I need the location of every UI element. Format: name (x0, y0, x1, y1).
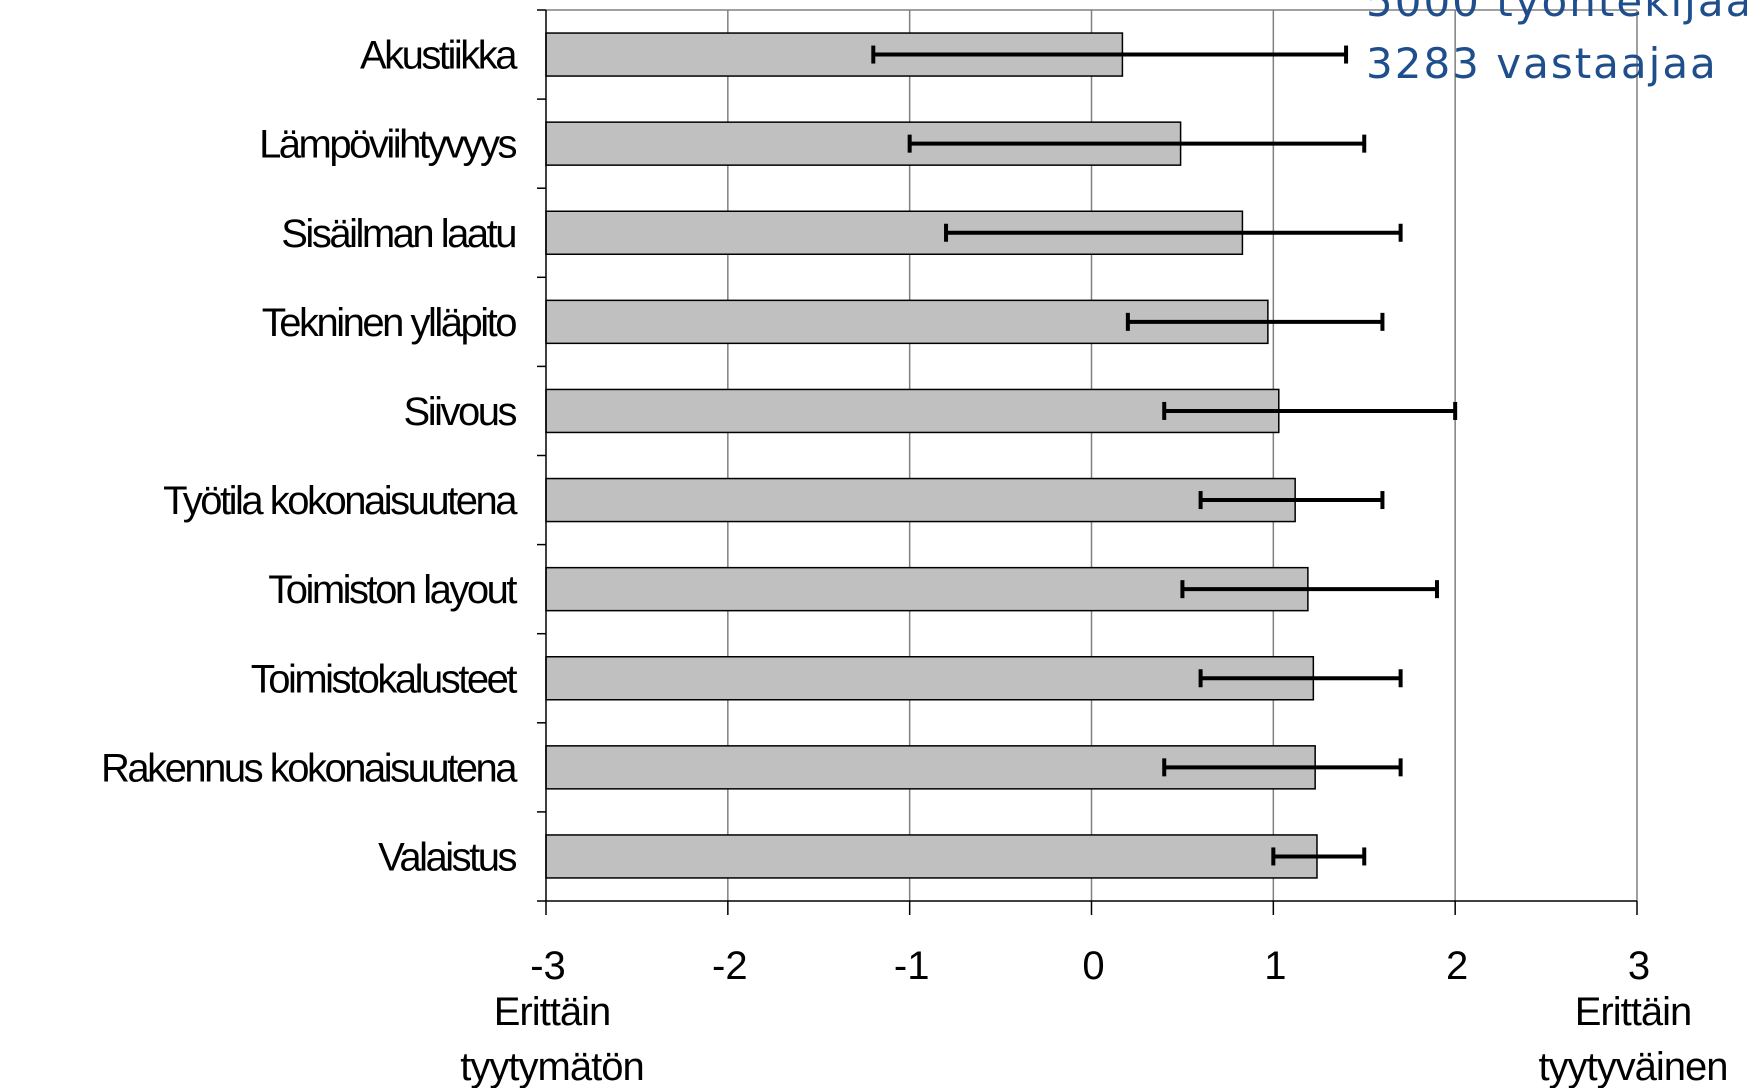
bars (545, 32, 1318, 879)
category-label: Siivous (404, 390, 517, 434)
x-tick-label: -2 (712, 944, 748, 988)
error-bars (871, 45, 1458, 866)
category-label: Tekninen ylläpito (262, 301, 516, 345)
x-end-label-right: Erittäin (1575, 990, 1692, 1034)
x-tick-label: 0 (1082, 944, 1104, 988)
x-end-label-left: tyytymätön (460, 1045, 643, 1088)
note-line-2: 3283 vastaajaa (1366, 39, 1718, 88)
bar (545, 388, 1280, 434)
category-label: Rakennus kokonaisuutena (101, 746, 518, 790)
category-label: Lämpöviihtyvyys (259, 123, 516, 167)
bar (545, 477, 1296, 523)
category-label: Toimiston layout (268, 568, 517, 612)
category-label: Työtila kokonaisuutena (163, 479, 518, 523)
category-label: Valaistus (378, 835, 516, 879)
category-label: Akustiikka (360, 34, 518, 78)
note-line-1: 5000 työntekijää (1366, 0, 1747, 26)
category-label: Sisäilman laatu (281, 212, 515, 256)
x-end-label-left: Erittäin (494, 990, 611, 1034)
labels: Akustiikka Lämpöviihtyvyys Sisäilman laatu… (101, 34, 1729, 1088)
bar (545, 656, 1315, 701)
category-label: Toimistokalusteet (251, 657, 518, 701)
x-tick-label: -1 (894, 944, 930, 988)
x-tick-label: 1 (1264, 944, 1286, 988)
x-tick-label: 2 (1446, 944, 1468, 988)
x-tick-label: -3 (530, 944, 566, 988)
axes (537, 9, 1638, 915)
bar (545, 834, 1318, 879)
x-tick-label: 3 (1628, 944, 1650, 988)
x-end-label-right: tyytyväinen (1538, 1045, 1727, 1088)
